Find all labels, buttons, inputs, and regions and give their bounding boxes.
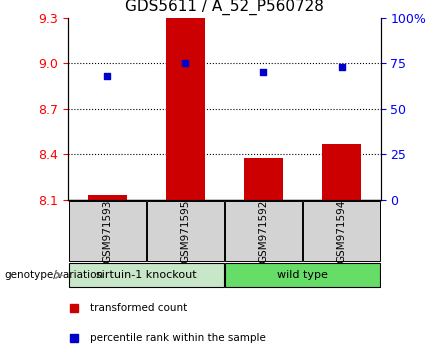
FancyBboxPatch shape (225, 263, 380, 287)
Point (104, 73, 111, 79)
Bar (244, 158, 283, 200)
Text: GSM971592: GSM971592 (258, 199, 268, 263)
Text: genotype/variation: genotype/variation (4, 270, 103, 280)
Text: transformed count: transformed count (90, 303, 187, 313)
Text: GSM971595: GSM971595 (180, 199, 191, 263)
Bar (88, 195, 127, 200)
Title: GDS5611 / A_52_P560728: GDS5611 / A_52_P560728 (125, 0, 324, 15)
FancyBboxPatch shape (303, 201, 380, 261)
FancyBboxPatch shape (225, 201, 302, 261)
Text: GSM971594: GSM971594 (337, 199, 347, 263)
Point (338, 64, 345, 70)
Point (182, 61, 189, 66)
Bar (166, 18, 205, 200)
Text: percentile rank within the sample: percentile rank within the sample (90, 333, 266, 343)
Text: wild type: wild type (277, 270, 328, 280)
Point (260, 69, 267, 75)
Text: sirtuin-1 knockout: sirtuin-1 knockout (96, 270, 197, 280)
Bar (322, 144, 361, 200)
FancyBboxPatch shape (147, 201, 224, 261)
FancyBboxPatch shape (69, 263, 224, 287)
Text: GSM971593: GSM971593 (102, 199, 112, 263)
FancyBboxPatch shape (69, 201, 146, 261)
